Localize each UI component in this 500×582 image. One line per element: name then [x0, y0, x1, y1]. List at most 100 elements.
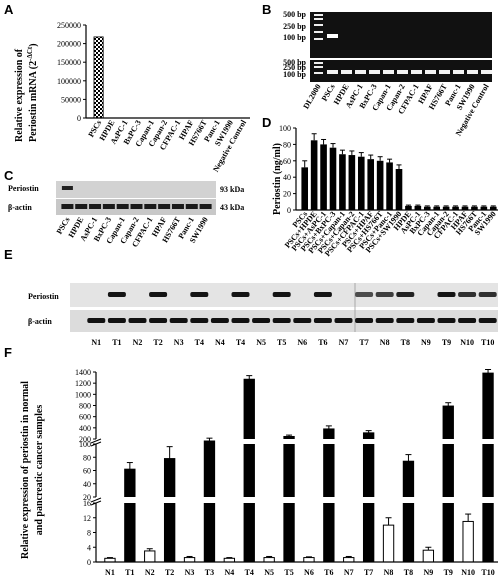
gel-bands [314, 14, 492, 74]
panel-f-bar-n10 [462, 520, 474, 563]
blot-e-lane-label: N5 [256, 338, 266, 347]
gel-ladder-band [314, 18, 323, 20]
blot-e-band-actin [416, 318, 435, 323]
blot-c-band-actin [116, 204, 129, 209]
panel-a-ytick-label: 150000 [57, 58, 81, 67]
panel-f-bar-t10 [482, 372, 494, 563]
blot-e-band-actin [107, 318, 126, 323]
blot-e-band-actin [396, 318, 415, 323]
panel-e-label: E [4, 247, 13, 262]
panel-f-ytick-label: 8 [87, 529, 91, 538]
panel-f-bar-n8 [382, 524, 395, 563]
panel-d-ylabel: Periostin (ng/ml) [272, 143, 283, 215]
panel-d-ytick-label: 60 [283, 157, 291, 166]
panel-f-ytick-label: 200 [79, 435, 91, 444]
gel-band-pscs-periostin [327, 34, 338, 38]
panel-f-bar-break [282, 497, 296, 503]
blot-e-row-label-periostin: Periostin [28, 292, 59, 301]
panel-d-bar-pscs [301, 167, 309, 210]
blot-e-band-periostin [355, 292, 374, 297]
panel-f-bar-break [123, 497, 137, 503]
panel-d-bar-pscs-hs766t [376, 160, 384, 210]
blot-e-band-periostin [375, 292, 394, 297]
panel-f-bar-break [481, 497, 495, 503]
panel-f-bar-t2 [163, 458, 176, 563]
blot-c-bands [61, 186, 212, 209]
panel-f-xlabel-t2: T2 [165, 568, 174, 577]
panel-b-label: B [262, 2, 272, 17]
blot-e-lane-label: N6 [297, 338, 307, 347]
panel-a-ytick-label: 250000 [57, 21, 81, 30]
blot-e-lane-label: T1 [112, 338, 121, 347]
panel-d-bar-cfpac-1 [452, 206, 459, 210]
blot-c-band-periostin-pscs [61, 186, 73, 190]
blot-e-lane-label: T9 [442, 338, 451, 347]
blot-e-lane-label: N9 [421, 338, 431, 347]
panel-f-xlabel-n1: N1 [105, 568, 115, 577]
panel-f-xlabel-t8: T8 [404, 568, 413, 577]
panel-f-bar-break [481, 439, 495, 444]
gel-top [310, 12, 492, 58]
panel-f-bar-t9 [442, 405, 454, 563]
panel-f-xlabel-n10: N10 [461, 568, 475, 577]
panel-f-bar-break [243, 439, 256, 444]
panel-a-chart: Relative expression of Periostin mRNA (2… [14, 21, 250, 173]
blot-c-band-actin [89, 204, 102, 209]
panel-f-bar-t4 [243, 378, 255, 563]
panel-f-bar-break [282, 439, 296, 444]
panel-f-ytick-label: 60 [83, 467, 91, 476]
panel-a-bar-pscs [93, 36, 104, 119]
panel-f-ytick-label: 400 [79, 424, 91, 433]
blot-e-lane-label: T5 [277, 338, 286, 347]
blot-c-periostin-row [56, 181, 216, 198]
panel-d-bar-bxpc-3 [423, 206, 431, 210]
panel-f-bar-t6 [323, 428, 335, 563]
panel-f-bar-break [163, 497, 176, 503]
blot-e-band-actin [252, 318, 271, 323]
panel-d-label: D [262, 115, 272, 130]
gel-ladder-band [314, 66, 323, 68]
panel-f-bar-t1 [124, 468, 136, 563]
blot-e-band-actin [87, 318, 106, 323]
panel-d-bar-pscs-capan-1 [339, 154, 346, 210]
blot-e-band-periostin [437, 292, 456, 297]
blot-e-lane-labels: N1 T1 N2 T2 N3 T4 N4 T4 N5 T5 N6 T6 N7 T7 N8 T8 N9 T9 N10 T… [91, 338, 494, 347]
gel-marker-250-bp: 250 bp [283, 63, 306, 72]
blot-e-band-periostin [107, 292, 126, 297]
blot-e-band-actin [272, 318, 291, 323]
blot-e-band-actin [293, 318, 312, 323]
panel-f-bar-break [322, 439, 336, 444]
panel-f-xlabel-n2: N2 [145, 568, 155, 577]
panel-d-chart: Periostin (ng/ml) 0 20 40 60 80 100 PSCsPSCs+… [272, 124, 498, 258]
panel-f-bar-break [362, 497, 375, 503]
panel-f-ytick-label: 40 [83, 480, 91, 489]
blot-e-band-actin [149, 318, 168, 323]
panel-f-bars [104, 368, 495, 563]
panel-d-bar-pscs-cfpac-1 [357, 156, 365, 210]
panel-f-xlabel-t5: T5 [284, 568, 293, 577]
panel-d-xlabels: PSCsPSCs+HPDEPSCs+AsPC-1PSCs+BxPC-3PSCs+… [283, 209, 498, 258]
panel-d-ytick-label: 40 [283, 173, 291, 182]
panel-f-axis-break [90, 500, 102, 506]
panel-f-label: F [4, 345, 12, 360]
gel-band-actin [467, 70, 478, 74]
blot-e-lane-label: N10 [460, 338, 474, 347]
panel-f-ytick-label: 4 [87, 543, 91, 552]
panel-d-bar-sw1990 [489, 206, 497, 210]
blot-e-band-actin [478, 318, 497, 323]
panel-d-ytick-label: 100 [279, 124, 291, 133]
gel-marker-500-bp: 500 bp [283, 58, 306, 67]
blot-c-band-actin [75, 204, 88, 209]
gel-ladder-band [314, 31, 323, 33]
panel-d-bars [301, 133, 497, 210]
blot-e-band-actin [231, 318, 250, 323]
panel-f-bar-n5 [263, 557, 275, 563]
blot-c-band-actin [199, 204, 212, 209]
panel-f-xlabel-n7: N7 [344, 568, 354, 577]
blot-e-lane-label: N8 [380, 338, 390, 347]
panel-f-xlabel-t1: T1 [125, 568, 134, 577]
panel-a-ytick-label: 200000 [57, 40, 81, 49]
blot-e-band-actin [458, 318, 477, 323]
blot-e-lane-label: N2 [133, 338, 143, 347]
